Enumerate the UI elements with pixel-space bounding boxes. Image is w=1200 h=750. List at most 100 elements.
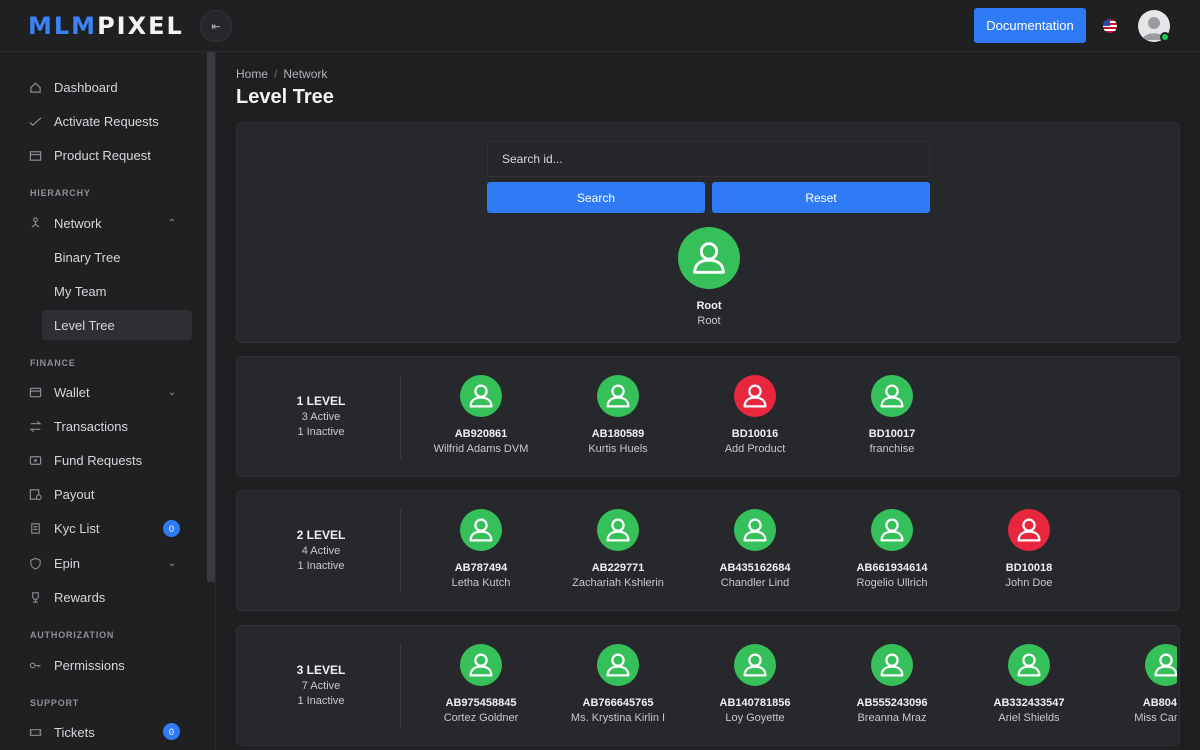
level-card: 1 LEVEL 3 Active 1 Inactive AB920861 Wilf… — [236, 356, 1180, 477]
search-button[interactable]: Search — [487, 182, 705, 213]
wallet-icon — [28, 385, 42, 399]
node-name: Ariel Shields — [998, 712, 1060, 724]
root-node[interactable]: Root Root — [641, 227, 777, 327]
node-name: Cortez Goldner — [443, 712, 519, 724]
user-icon — [460, 644, 502, 686]
node-name: John Doe — [1005, 577, 1053, 589]
user-icon — [597, 509, 639, 551]
node-id: AB920861 — [454, 428, 508, 440]
level-inactive-count: 1 Inactive — [297, 426, 345, 438]
level-info: 1 LEVEL 3 Active 1 Inactive — [261, 394, 381, 438]
sidebar-scrollbar[interactable] — [207, 52, 215, 582]
sidebar-item-transactions[interactable]: Transactions — [28, 412, 192, 440]
swap-icon — [28, 419, 42, 433]
sidebar-item-network[interactable]: Network ⌃ — [28, 209, 192, 237]
divider — [400, 509, 401, 593]
node-id: AB435162684 — [719, 562, 791, 574]
trophy-icon — [28, 590, 42, 604]
reset-button[interactable]: Reset — [712, 182, 930, 213]
member-node[interactable]: AB435162684 Chandler Lind — [687, 509, 823, 589]
node-name: Kurtis Huels — [588, 443, 648, 455]
sidebar-item-label: Payout — [54, 486, 95, 502]
sidebar-item-dashboard[interactable]: Dashboard — [28, 73, 192, 101]
member-node[interactable]: AB975458845 Cortez Goldner — [413, 644, 549, 724]
member-node[interactable]: BD10017 franchise — [824, 375, 960, 455]
payout-icon — [28, 487, 42, 501]
member-node[interactable]: AB555243096 Breanna Mraz — [824, 644, 960, 724]
node-name: Add Product — [724, 443, 786, 455]
sidebar-item-payout[interactable]: Payout — [28, 480, 192, 508]
ticket-icon — [28, 725, 42, 739]
sidebar-item-tickets[interactable]: Tickets — [28, 718, 192, 746]
node-id: AB332433547 — [993, 697, 1065, 709]
sidebar-item-rewards[interactable]: Rewards — [28, 583, 192, 611]
section-authorization: AUTHORIZATION — [30, 630, 115, 640]
sidebar-item-activate-requests[interactable]: Activate Requests — [28, 107, 192, 135]
node-id: Root — [696, 300, 722, 312]
level-title: 2 LEVEL — [296, 528, 346, 542]
user-icon — [734, 509, 776, 551]
member-node[interactable]: AB661934614 Rogelio Ullrich — [824, 509, 960, 589]
node-id: BD10017 — [868, 428, 916, 440]
language-flag-icon[interactable] — [1103, 19, 1117, 33]
node-id: AB975458845 — [445, 697, 517, 709]
node-name: Root — [697, 315, 721, 327]
sidebar-item-product-request[interactable]: Product Request — [28, 141, 192, 169]
documentation-button[interactable]: Documentation — [974, 8, 1086, 43]
member-node[interactable]: AB229771 Zachariah Kshlerin — [550, 509, 686, 589]
sidebar-item-label: Kyc List — [54, 520, 100, 536]
sidebar — [0, 52, 216, 750]
kyc-count-badge: 0 — [163, 520, 180, 537]
member-node[interactable]: AB787494 Letha Kutch — [413, 509, 549, 589]
sidebar-item-fund-requests[interactable]: Fund Requests — [28, 446, 192, 474]
sidebar-item-binary-tree[interactable]: Binary Tree — [54, 249, 121, 265]
level-row: 3 LEVEL 7 Active 1 Inactive AB975458845 C… — [237, 626, 1177, 745]
node-id: AB766645765 — [582, 697, 654, 709]
node-name: Loy Goyette — [725, 712, 785, 724]
member-node[interactable]: AB766645765 Ms. Krystina Kirlin I — [550, 644, 686, 724]
node-id: AB787494 — [454, 562, 508, 574]
page-title: Level Tree — [236, 86, 334, 108]
breadcrumb-current: Network — [283, 67, 328, 81]
node-id: AB140781856 — [719, 697, 791, 709]
member-node[interactable]: BD10018 John Doe — [961, 509, 1097, 589]
sidebar-item-level-tree[interactable]: Level Tree — [42, 310, 192, 340]
key-icon — [28, 658, 42, 672]
level-title: 3 LEVEL — [296, 663, 346, 677]
user-icon — [597, 375, 639, 417]
member-node[interactable]: AB180589 Kurtis Huels — [550, 375, 686, 455]
member-node[interactable]: AB80420 Miss Carolyn — [1098, 644, 1177, 724]
chevron-down-icon: ⌄ — [167, 557, 176, 569]
online-status-dot — [1160, 32, 1170, 42]
user-icon — [1008, 509, 1050, 551]
kyc-icon — [28, 521, 42, 535]
divider — [400, 375, 401, 459]
member-node[interactable]: AB920861 Wilfrid Adams DVM — [413, 375, 549, 455]
user-icon — [871, 509, 913, 551]
node-id: AB229771 — [591, 562, 645, 574]
search-input[interactable] — [487, 141, 930, 177]
level-title: 1 LEVEL — [296, 394, 346, 408]
sidebar-item-permissions[interactable]: Permissions — [28, 651, 192, 679]
logo[interactable]: MLMPIXEL — [28, 12, 184, 40]
sidebar-item-label: Rewards — [54, 589, 106, 605]
section-support: SUPPORT — [30, 698, 80, 708]
sidebar-item-wallet[interactable]: Wallet ⌄ — [28, 378, 192, 406]
breadcrumb-home[interactable]: Home — [236, 67, 269, 81]
sidebar-item-label: Network — [54, 215, 102, 231]
sidebar-item-label: Product Request — [54, 147, 151, 163]
sidebar-item-kyc-list[interactable]: Kyc List — [28, 514, 192, 542]
top-bar: MLMPIXEL ⇤ Documentation — [0, 0, 1200, 52]
sidebar-item-my-team[interactable]: My Team — [54, 283, 107, 299]
member-node[interactable]: BD10016 Add Product — [687, 375, 823, 455]
network-icon — [28, 216, 42, 230]
node-name: Letha Kutch — [451, 577, 511, 589]
node-id: BD10016 — [731, 428, 779, 440]
member-node[interactable]: AB140781856 Loy Goyette — [687, 644, 823, 724]
sidebar-collapse-button[interactable]: ⇤ — [200, 10, 232, 42]
member-node[interactable]: AB332433547 Ariel Shields — [961, 644, 1097, 724]
level-card: 3 LEVEL 7 Active 1 Inactive AB975458845 C… — [236, 625, 1180, 746]
sidebar-item-epin[interactable]: Epin ⌄ — [28, 549, 192, 577]
node-name: Ms. Krystina Kirlin I — [570, 712, 666, 724]
sidebar-item-label: Transactions — [54, 418, 128, 434]
